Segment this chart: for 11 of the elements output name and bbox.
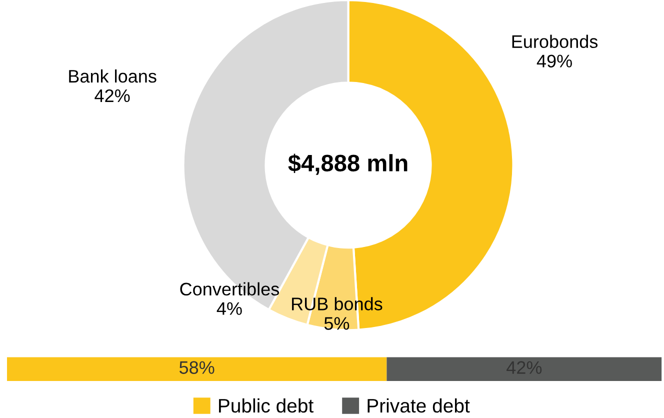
slice-label: Bank loans: [69, 69, 156, 83]
data-label: 49%: [536, 54, 572, 68]
text: $4,888 mln: [288, 154, 408, 175]
legend-label: Private debt: [368, 398, 470, 413]
data-label: 5%: [324, 317, 350, 330]
data-label: 58%: [179, 361, 214, 374]
data-label: 42%: [94, 89, 130, 102]
data-label: 4%: [216, 302, 242, 315]
slice-label: Eurobonds: [512, 34, 598, 48]
legend-label: Public debt: [219, 398, 314, 413]
slice-label: Convertibles: [180, 282, 279, 296]
